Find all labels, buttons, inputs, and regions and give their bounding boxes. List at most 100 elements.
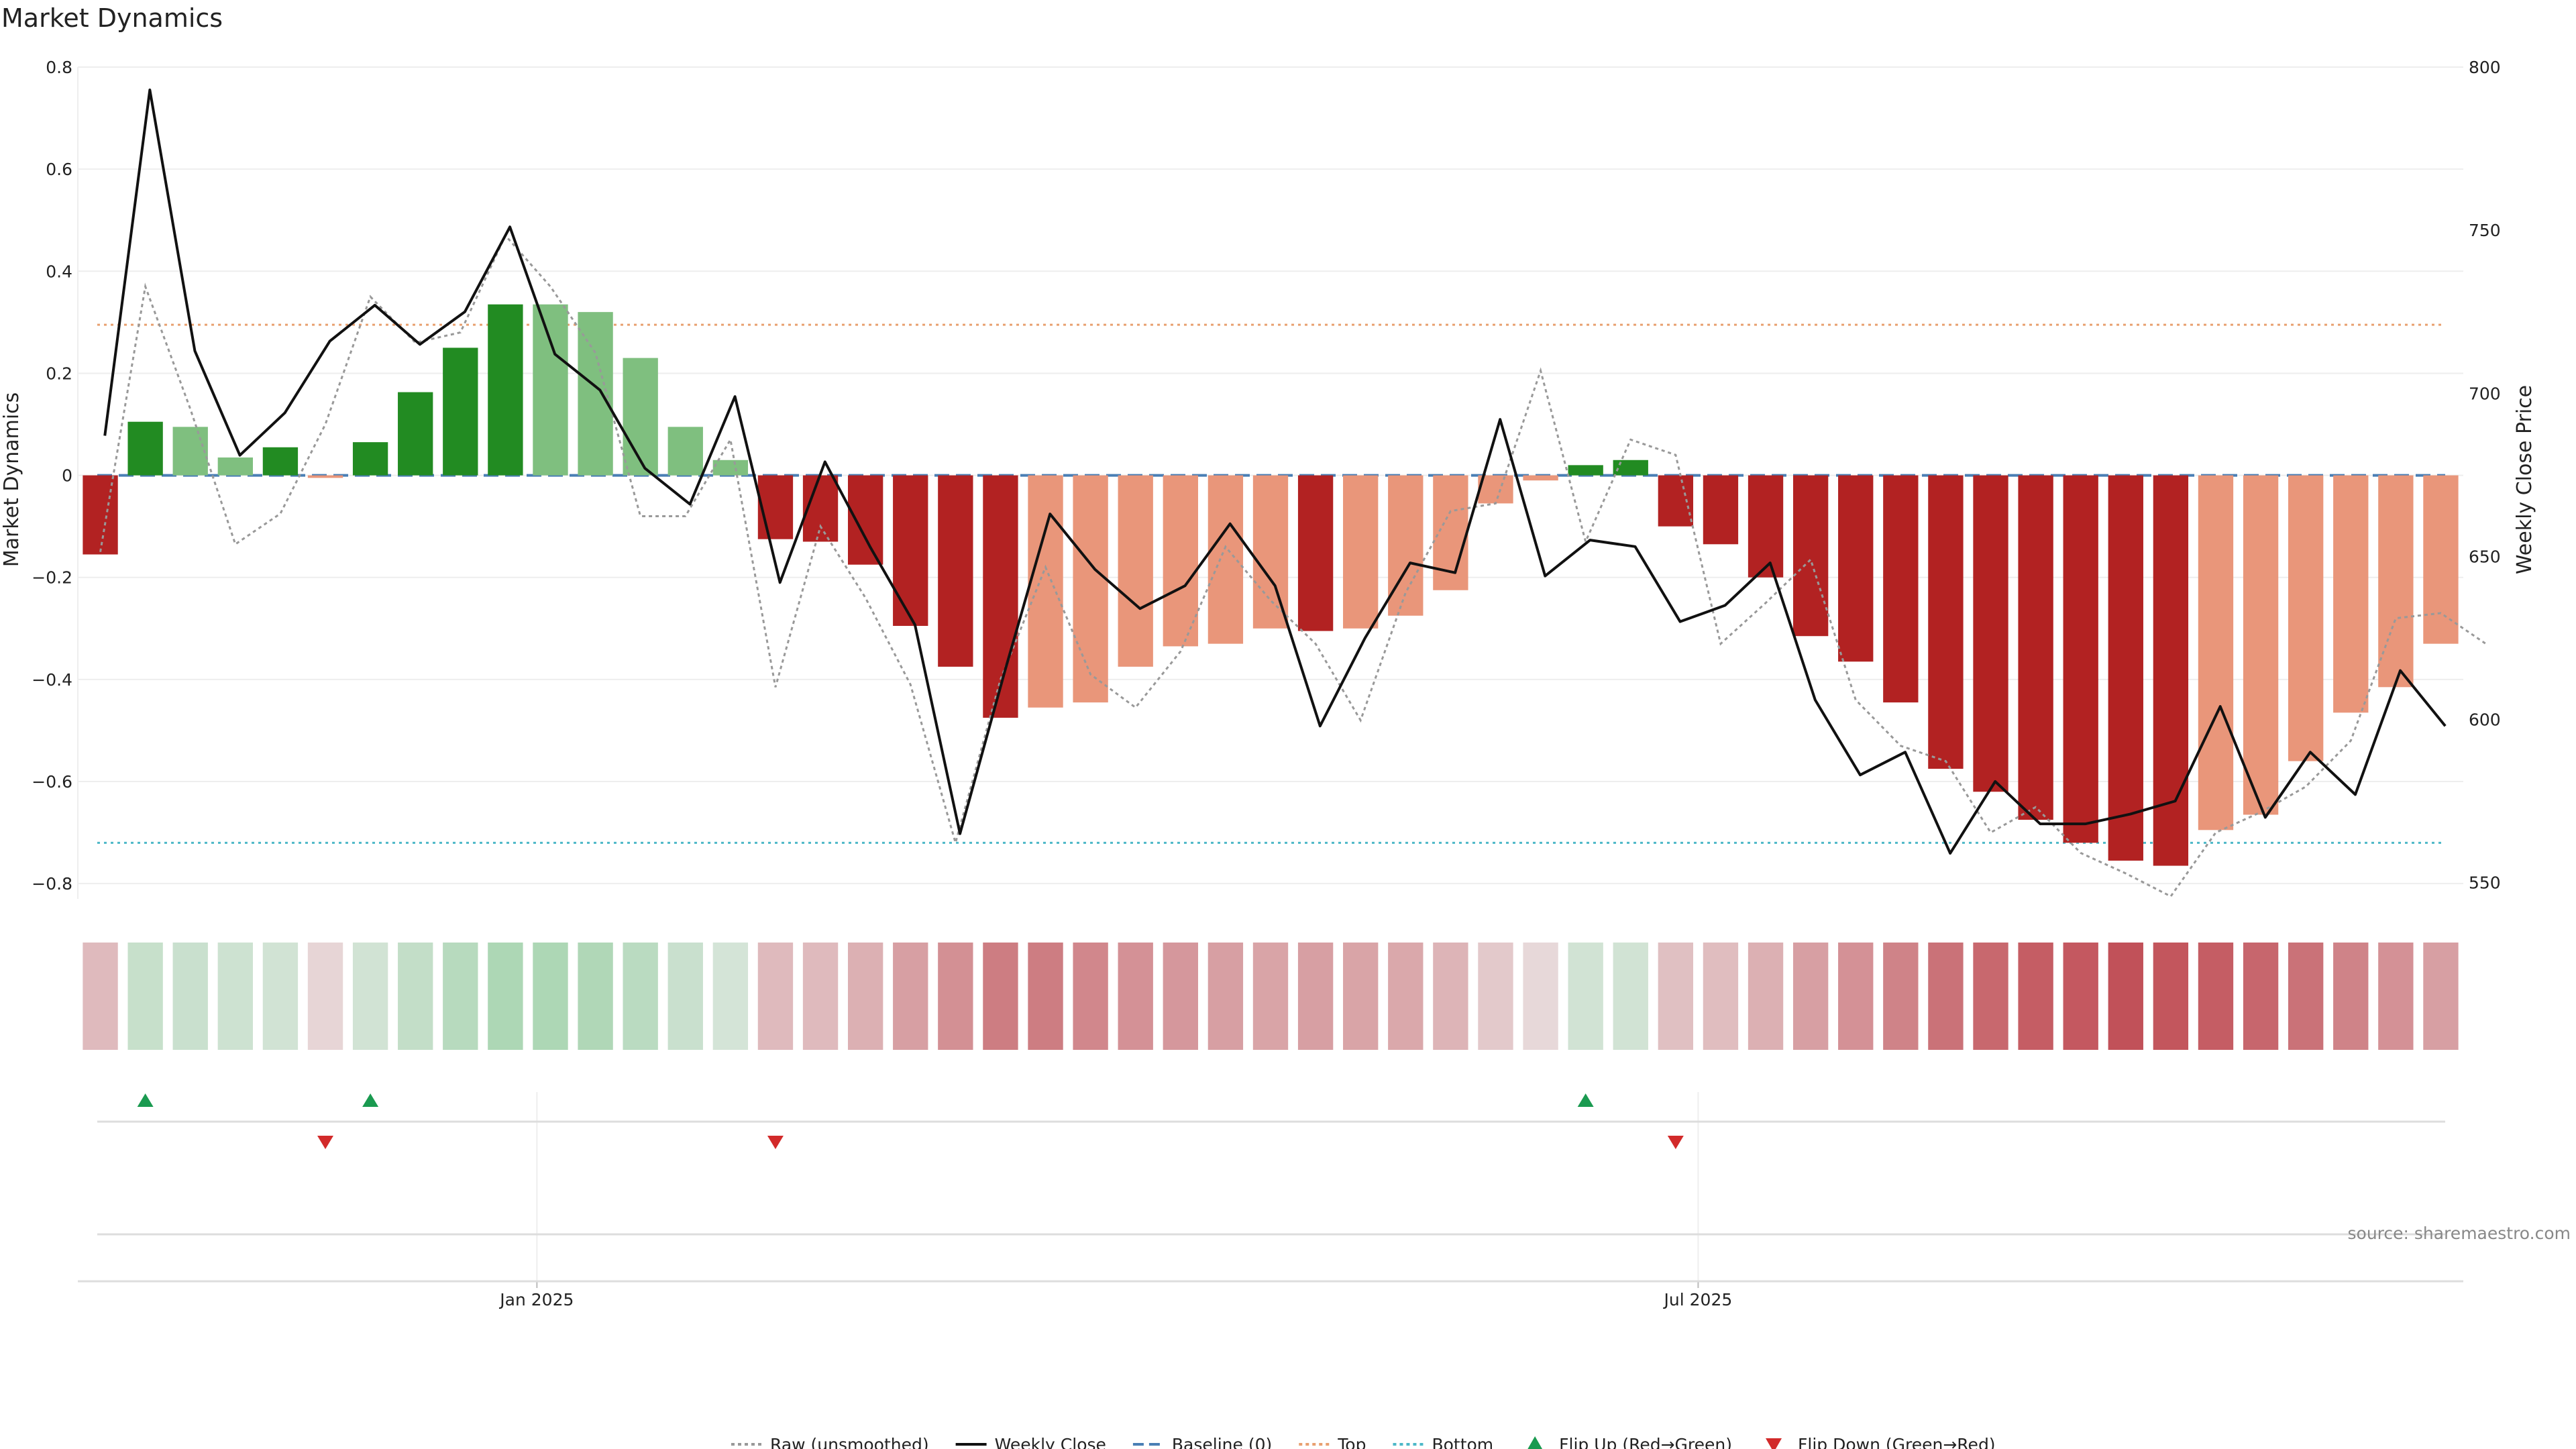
dynamics-bar xyxy=(1208,475,1244,644)
strip-cell-base xyxy=(352,943,388,1050)
strip-cell xyxy=(533,943,568,1050)
y-tick-label: 0.2 xyxy=(46,364,72,383)
flip-up-marker xyxy=(362,1093,379,1107)
strip-cell xyxy=(2423,943,2459,1050)
dynamics-bar xyxy=(1568,465,1603,476)
strip-cell xyxy=(352,943,388,1050)
source-note: source: sharemaestro.com xyxy=(2348,1224,2571,1243)
strip-cell xyxy=(1478,943,1513,1050)
y-tick-label: 0.6 xyxy=(46,160,72,179)
dynamics-bar xyxy=(2243,475,2279,815)
strip-cell xyxy=(1838,943,1874,1050)
strip-cell-base xyxy=(1433,943,1468,1050)
strip-cell xyxy=(398,943,433,1050)
strip-cell xyxy=(83,943,118,1050)
dynamics-bar xyxy=(893,475,928,627)
strip-cell-base xyxy=(847,943,883,1050)
dynamics-bar xyxy=(217,457,253,476)
flip-markers-panel xyxy=(97,1093,2445,1236)
strip-cell xyxy=(2333,943,2369,1050)
dynamics-bar xyxy=(1118,475,1153,667)
y2-tick-label: 650 xyxy=(2469,547,2501,566)
strip-cell-base xyxy=(2378,943,2414,1050)
weekly-close-line xyxy=(103,89,2447,855)
dynamics-bar xyxy=(2288,475,2324,761)
legend: Raw (unsmoothed) Weekly Close Baseline (0)… xyxy=(731,1435,1996,1449)
y-tick-label: −0.4 xyxy=(32,670,72,690)
strip-cell-base xyxy=(2423,943,2459,1050)
strip-cell xyxy=(2243,943,2279,1050)
strip-cell xyxy=(2018,943,2053,1050)
dynamics-bar xyxy=(1792,475,1829,637)
dynamics-bar xyxy=(1703,475,1739,545)
strip-cell-base xyxy=(1792,943,1829,1050)
strip-cell xyxy=(578,943,613,1050)
dynamics-bar xyxy=(2378,475,2414,688)
legend-triangle-up-icon xyxy=(1527,1436,1543,1449)
y2-axis-ticks: 800 750 700 650 600 550 xyxy=(2469,58,2501,893)
strip-cell xyxy=(1297,943,1334,1050)
dynamics-bar xyxy=(2108,475,2143,861)
y-tick-label: 0 xyxy=(62,466,72,486)
strip-cell xyxy=(1388,943,1424,1050)
strip-cell xyxy=(2063,943,2098,1050)
y-axis-title: Market Dynamics xyxy=(0,392,23,568)
dynamics-bar xyxy=(847,475,883,565)
strip-cell-base xyxy=(83,943,118,1050)
strip-cell-base xyxy=(1703,943,1739,1050)
price-lines xyxy=(99,89,2487,898)
dynamics-bar xyxy=(533,304,568,476)
dynamics-bar xyxy=(2333,475,2369,713)
y-tick-label: −0.8 xyxy=(32,874,72,894)
strip-cell-base xyxy=(217,943,253,1050)
strip-cell xyxy=(2288,943,2324,1050)
strip-cell xyxy=(1792,943,1829,1050)
dynamics-bar xyxy=(1028,475,1063,708)
dynamics-bar xyxy=(2198,475,2234,830)
strip-cell-base xyxy=(712,943,749,1050)
legend-label: Weekly Close xyxy=(995,1435,1106,1449)
y-axis-ticks: 0.8 0.6 0.4 0.2 0 −0.2 −0.4 −0.6 −0.8 xyxy=(32,58,72,894)
dynamics-bar xyxy=(172,427,208,476)
strip-cell-base xyxy=(127,943,163,1050)
strip-cell xyxy=(1343,943,1379,1050)
strip-cell-base xyxy=(307,943,343,1050)
dynamics-bar xyxy=(667,427,703,476)
strip-cell xyxy=(1252,943,1289,1050)
strip-cell-base xyxy=(1252,943,1289,1050)
strip-cell-base xyxy=(802,943,839,1050)
flip-down-marker xyxy=(1667,1136,1684,1149)
strip-cell xyxy=(217,943,253,1050)
dynamics-bar xyxy=(443,347,478,476)
dynamics-bar xyxy=(83,475,118,555)
dynamics-bar xyxy=(488,304,523,476)
dynamics-bar xyxy=(1252,475,1289,629)
strip-cell xyxy=(847,943,883,1050)
strip-cell-base xyxy=(1613,943,1648,1050)
strip-cell xyxy=(712,943,749,1050)
strip-cell xyxy=(893,943,928,1050)
strip-cell-base xyxy=(893,943,928,1050)
strip-cell xyxy=(757,943,794,1050)
dynamics-bar xyxy=(127,421,163,476)
flip-down-marker xyxy=(317,1136,334,1149)
strip-cell xyxy=(802,943,839,1050)
strip-cell-base xyxy=(938,943,973,1050)
strip-cell xyxy=(2153,943,2189,1050)
dynamics-bar xyxy=(2423,475,2459,644)
strip-cell-base xyxy=(578,943,613,1050)
flip-up-marker xyxy=(137,1093,154,1107)
y-tick-label: −0.2 xyxy=(32,568,72,588)
dynamics-bar xyxy=(938,475,973,667)
strip-cell-base xyxy=(667,943,703,1050)
strip-cell xyxy=(1523,943,1558,1050)
strip-cell-base xyxy=(1568,943,1603,1050)
dynamics-bar xyxy=(262,447,299,476)
legend-item-top: Top xyxy=(1299,1435,1366,1449)
strip-cell-base xyxy=(1658,943,1694,1050)
legend-triangle-down-icon xyxy=(1766,1438,1782,1449)
dynamics-bar xyxy=(623,358,658,476)
dynamics-bar xyxy=(1163,475,1198,647)
strip-cell xyxy=(667,943,703,1050)
strip-cell xyxy=(127,943,163,1050)
